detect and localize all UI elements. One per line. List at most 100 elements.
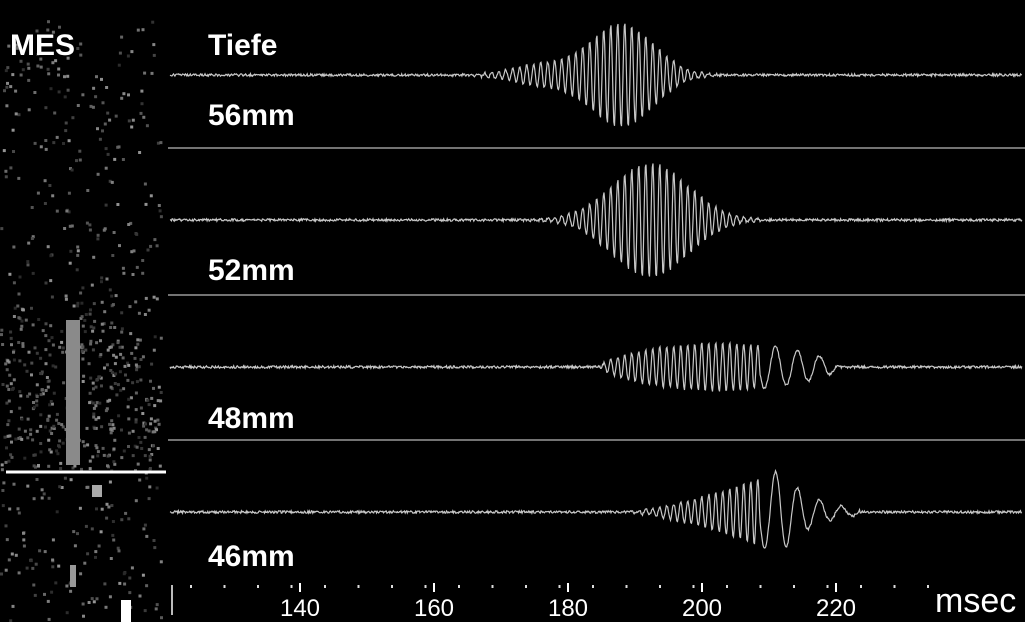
speckle xyxy=(26,485,29,488)
speckle xyxy=(112,520,115,523)
speckle xyxy=(11,73,14,76)
minor-tick xyxy=(626,585,628,588)
speckle xyxy=(8,273,11,276)
speckle xyxy=(160,215,163,218)
speckle xyxy=(50,432,53,435)
speckle xyxy=(79,572,82,575)
speckle xyxy=(140,407,143,410)
speckle xyxy=(110,431,113,434)
speckle xyxy=(79,43,82,46)
speckle xyxy=(103,310,106,313)
speckle xyxy=(76,304,79,307)
speckle xyxy=(130,126,133,129)
speckle xyxy=(45,389,48,392)
speckle xyxy=(56,413,59,416)
speckle xyxy=(110,557,113,560)
speckle xyxy=(48,415,51,418)
speckle xyxy=(93,427,96,430)
speckle xyxy=(41,488,44,491)
speckle xyxy=(6,538,9,541)
bright-echo xyxy=(66,320,80,465)
speckle xyxy=(28,351,31,354)
speckle xyxy=(68,192,71,195)
speckle xyxy=(111,423,114,426)
speckle xyxy=(36,395,39,398)
speckle xyxy=(69,250,72,253)
speckle xyxy=(4,362,7,365)
speckle xyxy=(88,601,91,604)
speckle xyxy=(139,441,142,444)
speckle xyxy=(64,477,67,480)
speckle xyxy=(71,169,74,172)
speckle xyxy=(107,506,110,509)
speckle xyxy=(9,331,12,334)
speckle xyxy=(118,244,121,247)
speckle xyxy=(8,558,11,561)
speckle xyxy=(61,351,64,354)
speckle xyxy=(91,330,94,333)
speckle xyxy=(62,381,65,384)
speckle xyxy=(118,145,121,148)
speckle xyxy=(95,446,98,449)
speckle xyxy=(136,338,139,341)
speckle xyxy=(6,385,9,388)
speckle xyxy=(10,343,13,346)
minor-tick xyxy=(458,585,460,588)
speckle xyxy=(100,384,103,387)
speckle xyxy=(41,388,44,391)
speckle xyxy=(93,302,96,305)
speckle xyxy=(110,427,113,430)
speckle xyxy=(12,605,15,608)
speckle xyxy=(13,378,16,381)
speckle xyxy=(141,272,144,275)
speckle xyxy=(51,403,54,406)
speckle xyxy=(148,485,151,488)
speckle xyxy=(134,357,137,360)
speckle xyxy=(91,284,94,287)
minor-tick xyxy=(492,585,494,588)
speckle xyxy=(153,349,156,352)
speckle xyxy=(114,372,117,375)
speckle xyxy=(115,294,118,297)
speckle xyxy=(95,75,98,78)
speckle xyxy=(5,69,8,72)
speckle xyxy=(45,282,48,285)
speckle xyxy=(96,401,99,404)
speckle xyxy=(12,246,15,249)
speckle xyxy=(1,463,4,466)
speckle xyxy=(108,399,111,402)
speckle xyxy=(81,358,84,361)
speckle xyxy=(85,525,88,528)
speckle xyxy=(135,233,138,236)
speckle xyxy=(27,63,30,66)
speckle xyxy=(18,407,21,410)
speckle xyxy=(95,386,98,389)
speckle xyxy=(41,497,44,500)
speckle xyxy=(6,368,9,371)
speckle xyxy=(81,345,84,348)
speckle xyxy=(39,372,42,375)
speckle xyxy=(48,184,51,187)
speckle xyxy=(86,427,89,430)
speckle xyxy=(6,82,9,85)
speckle xyxy=(10,337,13,340)
speckle xyxy=(102,447,105,450)
speckle xyxy=(18,293,21,296)
speckle xyxy=(34,594,37,597)
speckle xyxy=(30,307,33,310)
speckle xyxy=(37,318,40,321)
speckle xyxy=(11,388,14,391)
speckle xyxy=(111,534,114,537)
speckle xyxy=(111,254,114,257)
echo xyxy=(92,485,102,497)
speckle xyxy=(0,333,3,336)
speckle xyxy=(69,262,72,265)
speckle xyxy=(65,298,68,301)
speckle xyxy=(120,429,123,432)
speckle xyxy=(97,416,100,419)
speckle xyxy=(26,395,29,398)
speckle xyxy=(88,401,91,404)
speckle xyxy=(122,158,125,161)
speckle xyxy=(82,380,85,383)
speckle xyxy=(26,567,29,570)
